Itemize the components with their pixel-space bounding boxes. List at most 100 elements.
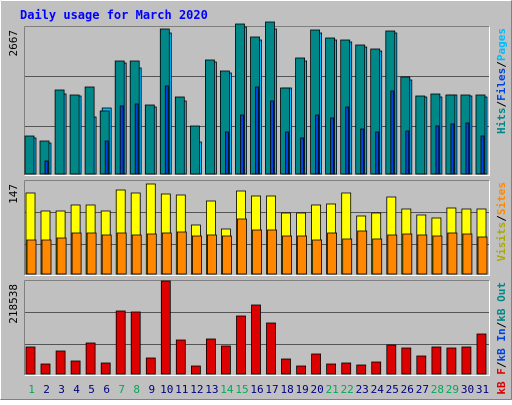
x-tick-label-day-22: 22 [341,383,354,396]
bar-visits-sites-day-7 [116,232,127,275]
legend-entry-kb-out: kB Out [495,282,508,322]
legend-hits: Hits/Files/Pages [495,28,508,134]
bar-hits-pages-day-29 [450,123,455,175]
x-tick-label-day-5: 5 [88,383,95,396]
bar-hits-pages-day-19 [300,137,305,175]
bar-hits-pages-day-8 [134,103,139,175]
x-tick-label-day-25: 25 [386,383,399,396]
bar-hits-files-day-12 [189,125,200,175]
bar-hits-files-day-6 [99,110,110,175]
bar-kbytes-kb-f-day-7 [115,310,126,375]
x-tick-label-day-10: 10 [160,383,173,396]
x-tick-label-day-23: 23 [356,383,369,396]
x-tick-label-day-24: 24 [371,383,385,396]
bar-visits-sites-day-31 [477,236,488,275]
x-tick-label-day-2: 2 [43,383,50,396]
bar-kbytes-kb-f-day-25 [386,344,397,375]
bar-kbytes-kb-f-day-1 [25,346,36,375]
x-tick-label-day-17: 17 [265,383,278,396]
bar-hits-pages-day-15 [240,114,244,175]
legend-kbytes: kB F/kB In/kB Out [495,282,508,395]
bar-hits-files-day-11 [174,96,185,175]
bar-hits-files-day-22 [340,39,351,175]
bar-kbytes-kb-f-day-26 [401,347,412,375]
bar-kbytes-kb-f-day-14 [220,345,231,375]
bar-visits-sites-day-17 [267,229,277,275]
bar-kbytes-kb-f-day-2 [40,363,51,375]
x-tick-label-day-8: 8 [133,383,140,396]
legend-entry-visits: Visits [495,222,508,262]
x-tick-label-day-3: 3 [58,383,65,396]
bar-visits-sites-day-24 [372,238,383,275]
x-tick-label-day-20: 20 [310,383,323,396]
x-tick-label-day-29: 29 [446,383,459,396]
bar-hits-pages-day-2 [44,160,49,175]
bar-visits-sites-day-20 [312,239,323,275]
legend-entry-pages: Pages [495,28,508,61]
legend-visits: Visits/Sites [495,182,508,262]
bar-hits-files-day-7 [114,60,125,175]
bar-visits-sites-day-5 [86,232,97,275]
chart-panels: 2667 Hits/Files/Pages 14 7 Visits/Sites 21 8 5 3… [7,21,508,395]
bar-kbytes-kb-f-day-13 [205,338,216,375]
bar-hits-files-day-10 [159,28,170,175]
legend-entry-files: Files [495,68,508,101]
legend-separator: / [495,61,508,68]
bar-hits-files-day-19 [295,57,306,175]
bar-kbytes-kb-f-day-28 [431,346,442,375]
bar-hits-pages-day-23 [360,128,365,175]
x-tick-label-day-27: 27 [416,383,429,396]
bar-hits-pages-day-31 [480,135,485,175]
x-tick-label-day-26: 26 [401,383,414,396]
x-axis-tick-labels: 1 2 3 4 5 6 7 8 9 10 11 12 13 14 15 16 17 18 19 20 21 22 23 24 2… [28,383,489,396]
x-tick-label-day-14: 14 [220,383,234,396]
bar-kbytes-kb-f-day-11 [175,339,186,375]
bar-kbytes-kb-f-day-12 [190,365,201,375]
bar-visits-sites-day-28 [432,235,443,275]
bar-visits-sites-day-12 [191,235,202,275]
x-tick-label-day-21: 21 [326,383,339,396]
bar-kbytes-kb-f-day-17 [266,322,276,375]
bar-hits-pages-day-25 [390,90,395,175]
legend-separator: / [495,215,508,222]
bar-hits-files-day-23 [355,44,366,175]
bar-hits-pages-day-22 [345,106,350,175]
bar-hits-files-day-21 [325,37,336,175]
bar-visits-sites-day-14 [221,235,232,275]
bar-hits-pages-day-24 [375,131,380,175]
bar-kbytes-kb-f-day-21 [326,363,337,375]
bar-hits-files-day-28 [430,93,441,175]
bar-kbytes-kb-f-day-24 [371,361,382,375]
x-tick-label-day-7: 7 [118,383,125,396]
bar-hits-files-day-1 [24,135,35,175]
legend-separator: / [495,101,508,108]
bar-visits-sites-day-16 [252,229,262,275]
bar-visits-sites-day-23 [357,230,368,275]
bar-hits-pages-day-20 [315,114,320,175]
bar-hits-files-day-27 [415,95,426,175]
bar-visits-sites-day-3 [56,237,67,275]
y-max-label-hits: 2667 [7,30,20,57]
bar-hits-files-day-2 [39,140,50,175]
x-tick-label-day-31: 31 [476,383,489,396]
bar-kbytes-kb-f-day-8 [130,311,141,375]
bar-kbytes-kb-f-day-9 [145,357,156,375]
bar-kbytes-kb-f-day-20 [311,353,322,375]
series-sites [26,218,488,275]
x-tick-label-day-16: 16 [250,383,263,396]
bar-visits-sites-day-21 [327,232,338,275]
bar-kbytes-kb-f-day-5 [85,342,96,375]
bar-visits-sites-day-4 [71,232,82,275]
panel-hits: 2667 Hits/Files/Pages [7,21,508,176]
bar-hits-files-day-20 [310,29,321,175]
bar-kbytes-kb-f-day-4 [70,360,81,375]
bar-visits-sites-day-10 [161,232,172,275]
bar-kbytes-kb-f-day-19 [296,365,307,375]
bar-visits-sites-day-13 [206,234,217,275]
bar-hits-files-day-26 [400,76,411,175]
bar-hits-files-day-8 [129,60,140,175]
bar-hits-files-day-29 [445,94,456,175]
legend-entry-kb-f: kB F [495,368,508,395]
bar-visits-sites-day-26 [402,233,413,275]
